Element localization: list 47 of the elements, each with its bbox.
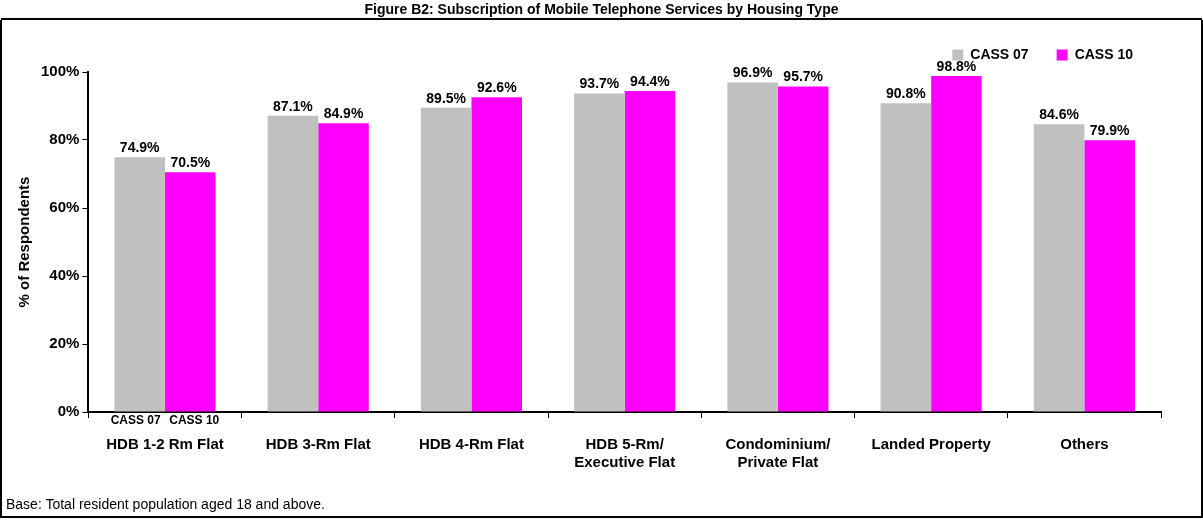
- text: 93.7%: [579, 75, 620, 92]
- bar: [931, 76, 982, 412]
- x-tick-label: Condominium/ Private Flat: [725, 435, 832, 471]
- x-tick-label: HDB 3-Rm Flat: [265, 435, 371, 453]
- bar: [1033, 124, 1085, 412]
- text: 84.6%: [1039, 106, 1079, 123]
- bar: [777, 86, 829, 412]
- bar: [267, 115, 319, 412]
- text: 70.5%: [170, 154, 211, 171]
- x-tick-label: HDB 5-Rm/ Executive Flat: [574, 435, 676, 471]
- x-tick-label: Others: [1060, 435, 1109, 453]
- text: 79.9%: [1089, 122, 1130, 139]
- bar: [114, 157, 165, 412]
- bar: [574, 93, 625, 412]
- bar: [880, 103, 932, 412]
- text: 90.8%: [886, 85, 926, 102]
- y-tick-label: 60%: [49, 198, 80, 216]
- text: Base: Total resident population aged 18 and above.: [6, 496, 325, 512]
- x-tick-label: HDB 4-Rm Flat: [418, 435, 524, 453]
- bar: [624, 91, 676, 412]
- x-tick-label: Landed Property: [871, 435, 992, 453]
- bar: [471, 97, 523, 412]
- y-tick-label: 100%: [40, 62, 80, 80]
- x-tick-label: HDB 1-2 Rm Flat: [106, 435, 224, 453]
- y-tick-label: 40%: [49, 266, 80, 284]
- text: 95.7%: [783, 68, 824, 85]
- y-tick-label: 0%: [57, 402, 80, 420]
- text: 84.9%: [323, 105, 364, 122]
- y-tick-label: 20%: [49, 334, 80, 352]
- text: 94.4%: [630, 72, 670, 89]
- text: CASS 10: [169, 413, 220, 428]
- bar: [727, 82, 778, 412]
- text: 96.9%: [732, 64, 773, 81]
- y-tick-label: 80%: [49, 130, 80, 148]
- y-axis-title: % of Respondents: [15, 176, 33, 308]
- legend-label: CASS 10: [1074, 45, 1134, 62]
- text: 89.5%: [426, 89, 467, 106]
- text: 87.1%: [273, 97, 313, 114]
- text: CASS 07: [110, 413, 162, 428]
- bar: [164, 172, 216, 412]
- bar: [1084, 140, 1135, 412]
- bar: [420, 107, 472, 412]
- chart-title: Figure B2: Subscription of Mobile Telephone Services by Housing Type: [1, 0, 1202, 20]
- text: 92.6%: [476, 79, 517, 96]
- bar: [318, 123, 369, 412]
- legend-label: CASS 07: [970, 45, 1029, 62]
- text: 74.9%: [119, 139, 160, 156]
